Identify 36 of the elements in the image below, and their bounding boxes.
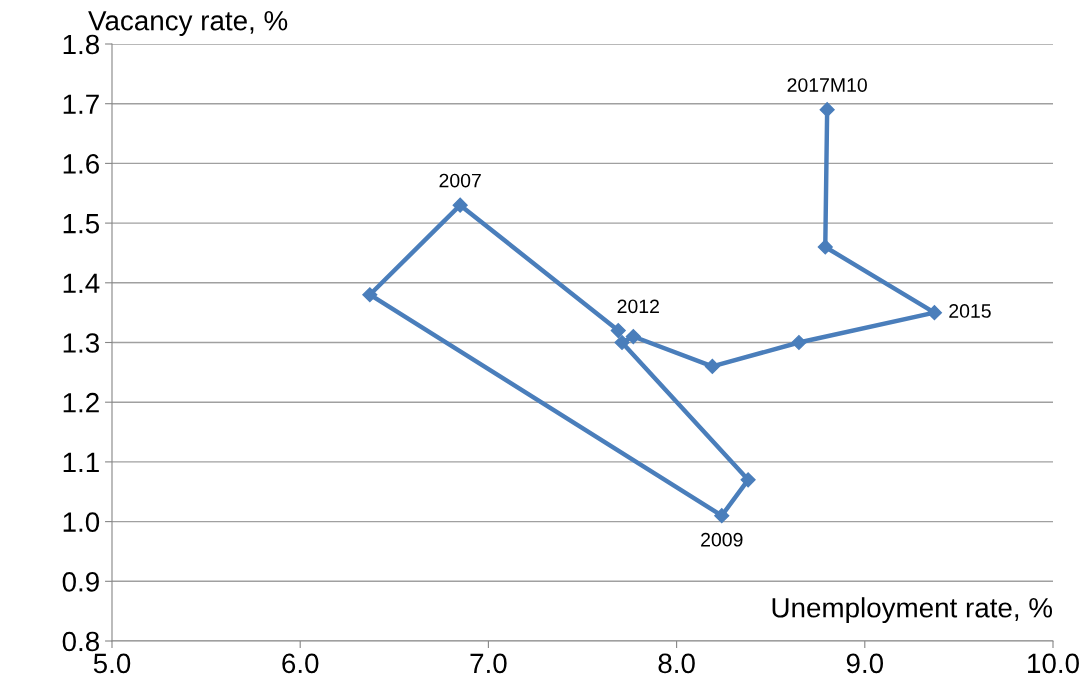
point [362, 287, 378, 303]
annotation: 2009 [701, 532, 743, 547]
y-axis-title: Vacancy rate, % [88, 10, 288, 36]
point [926, 305, 943, 321]
x-tick-label: 7.0 [470, 653, 507, 674]
annotation: 2012 [617, 299, 659, 314]
point [791, 334, 807, 351]
x-tick-label: 5.0 [93, 653, 131, 674]
point [704, 358, 720, 374]
point [714, 508, 730, 524]
y-tick-label: 1.6 [63, 154, 99, 174]
x-tick-label: 8.0 [658, 653, 695, 674]
y-tick-label: 1.5 [63, 214, 100, 234]
x-axis-title: Unemployment rate, % [772, 597, 1053, 624]
x-tick-label: 6.0 [282, 653, 319, 674]
point [614, 334, 630, 351]
x-tick-label: 10.0 [1028, 653, 1079, 674]
y-tick-label: 1.8 [63, 34, 99, 55]
y-tick-label: 1.1 [63, 452, 99, 472]
y-tick-label: 1.3 [63, 333, 99, 353]
annotation: 2007 [439, 173, 481, 188]
point [817, 239, 833, 255]
point [452, 197, 468, 213]
y-tick-label: 0.8 [62, 631, 99, 652]
annotation: 2015 [949, 304, 991, 318]
y-tick-label: 0.9 [62, 571, 99, 592]
y-tick-label: 1.2 [63, 392, 99, 413]
annotation: 2017M10 [787, 78, 867, 92]
y-tick-label: 1.4 [63, 273, 100, 293]
point [625, 328, 641, 345]
point [740, 472, 756, 488]
y-tick-label: 1.7 [63, 94, 99, 114]
point [610, 322, 626, 339]
y-tick-label: 1.0 [63, 512, 100, 532]
x-tick-label: 9.0 [846, 653, 884, 674]
point [819, 102, 835, 118]
